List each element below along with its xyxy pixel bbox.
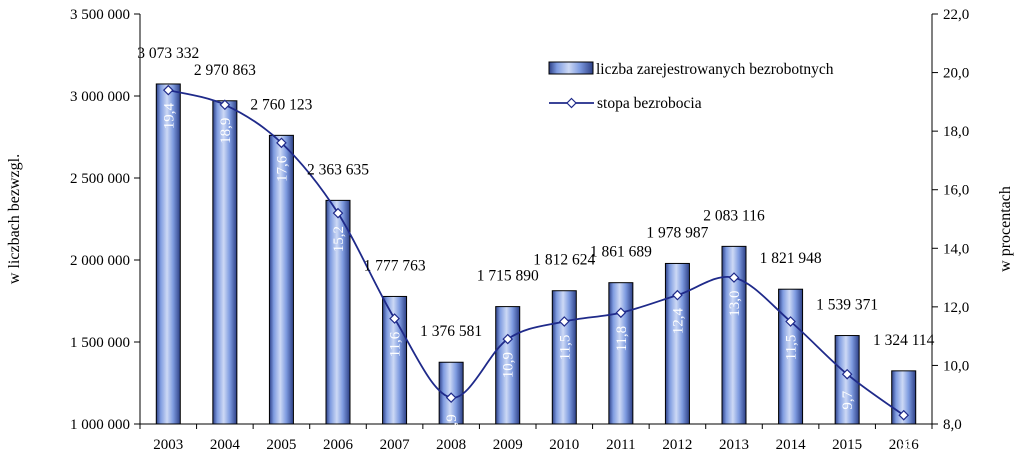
- legend-line-marker: [566, 97, 577, 109]
- x-tick-label: 2008: [436, 437, 466, 453]
- bar-2011: [608, 282, 634, 425]
- rate-marker-2011: [615, 307, 627, 319]
- rate-marker-2005: [276, 137, 287, 149]
- bar-value-label: 3 073 332: [137, 45, 199, 62]
- bar-2004: [212, 100, 238, 425]
- right-tick-label: 22,0: [943, 7, 969, 23]
- rate-marker-2008: [445, 392, 457, 403]
- rate-marker-2013: [728, 272, 740, 283]
- left-tick-label: 3 000 000: [70, 89, 130, 105]
- rate-value-label: 17,6: [274, 155, 290, 182]
- left-tick-label: 1 000 000: [70, 417, 130, 433]
- x-tick-label: 2014: [776, 437, 807, 453]
- x-tick-label: 2007: [380, 437, 411, 453]
- rate-value-label: 18,9: [218, 118, 234, 144]
- rate-value-label: 11,6: [388, 331, 404, 357]
- bar-value-label: 2 083 116: [703, 207, 765, 224]
- bar-2003: [155, 83, 181, 425]
- bar-value-label: 1 324 114: [873, 332, 935, 349]
- bar-2012: [664, 262, 690, 425]
- right-tick-label: 8,0: [943, 417, 962, 433]
- legend-bar-label: liczba zarejestrowanych bezrobotnych: [596, 61, 834, 78]
- bar-2014: [778, 288, 804, 425]
- rate-value-label: 15,2: [331, 226, 347, 252]
- rate-marker-2006: [332, 207, 344, 219]
- bar-2010: [551, 290, 577, 425]
- rate-marker-2010: [558, 316, 570, 327]
- left-tick-label: 2 000 000: [70, 253, 130, 269]
- x-tick-label: 2013: [719, 437, 749, 453]
- rate-line-layer: [162, 84, 910, 421]
- rate-value-label: 8,3: [897, 432, 913, 451]
- bar-value-label: 2 970 863: [194, 62, 256, 79]
- rate-marker-2007: [389, 313, 400, 324]
- x-tick-label: 2005: [266, 437, 296, 453]
- left-axis-title: w liczbach bezwzgl.: [6, 154, 23, 284]
- rate-value-label: 12,4: [670, 308, 686, 335]
- bar-value-label: 1 777 763: [364, 257, 426, 274]
- bar-value-label: 1 376 581: [420, 323, 482, 340]
- right-tick-label: 10,0: [943, 358, 969, 374]
- rate-value-label: 10,9: [501, 352, 517, 378]
- right-tick-label: 18,0: [943, 124, 969, 140]
- rate-value-label: 11,5: [784, 335, 800, 361]
- legend: liczba zarejestrowanych bezrobotnych stop…: [548, 61, 834, 112]
- rate-value-label: 11,8: [614, 326, 630, 352]
- x-tick-label: 2012: [662, 437, 692, 453]
- rate-value-label: 8,9: [444, 414, 460, 433]
- bar-2006: [325, 199, 351, 425]
- rate-marker-2015: [841, 368, 853, 380]
- bar-value-label: 2 760 123: [250, 96, 312, 113]
- bars-layer: [155, 83, 917, 425]
- x-tick-label: 2015: [832, 437, 862, 453]
- labels-layer: 19,4 18,9 17,6 15,2 11,6 8,9 10,9 11,5 11,8 12,4 1…: [137, 45, 934, 451]
- rate-marker-2016: [898, 409, 910, 421]
- x-tick-label: 2010: [549, 437, 579, 453]
- x-tick-label: 2011: [606, 437, 635, 453]
- x-tick-label: 2004: [210, 437, 241, 453]
- bar-value-label: 2 363 635: [307, 161, 369, 178]
- left-tick-label: 3 500 000: [70, 7, 130, 23]
- rate-marker-2009: [502, 333, 514, 345]
- right-axis-title: w procentach: [997, 186, 1014, 272]
- rate-value-label: 9,7: [840, 390, 856, 409]
- rate-marker-2014: [785, 316, 796, 327]
- bar-value-label: 1 821 948: [760, 250, 822, 267]
- bar-value-label: 1 812 624: [533, 252, 595, 269]
- right-tick-label: 12,0: [943, 300, 969, 316]
- rate-marker-2012: [672, 289, 683, 301]
- right-tick-label: 16,0: [943, 183, 969, 199]
- left-tick-label: 2 500 000: [70, 171, 130, 187]
- right-tick-label: 20,0: [943, 66, 969, 82]
- axes-layer: 1 000 000 1 500 000 2 000 000 2 500 000 3 00…: [6, 7, 1014, 453]
- legend-line-label: stopa bezrobocia: [597, 95, 702, 112]
- rate-value-label: 13,0: [727, 290, 743, 316]
- bar-value-label: 1 539 371: [816, 297, 878, 314]
- x-tick-label: 2009: [493, 437, 523, 453]
- bar-value-label: 1 715 890: [477, 268, 539, 285]
- rate-marker-2004: [219, 99, 231, 111]
- bar-value-label: 1 978 987: [646, 224, 708, 241]
- rate-value-label: 19,4: [161, 103, 177, 130]
- left-tick-label: 1 500 000: [70, 335, 130, 351]
- right-tick-label: 14,0: [943, 241, 969, 257]
- x-tick-label: 2003: [153, 437, 183, 453]
- bar-value-label: 1 861 689: [590, 244, 652, 261]
- x-tick-label: 2006: [323, 437, 354, 453]
- rate-marker-2003: [162, 84, 174, 96]
- rate-value-label: 11,5: [557, 335, 573, 361]
- legend-bar-swatch: [548, 61, 594, 75]
- x-tick-label: 2016: [889, 437, 920, 453]
